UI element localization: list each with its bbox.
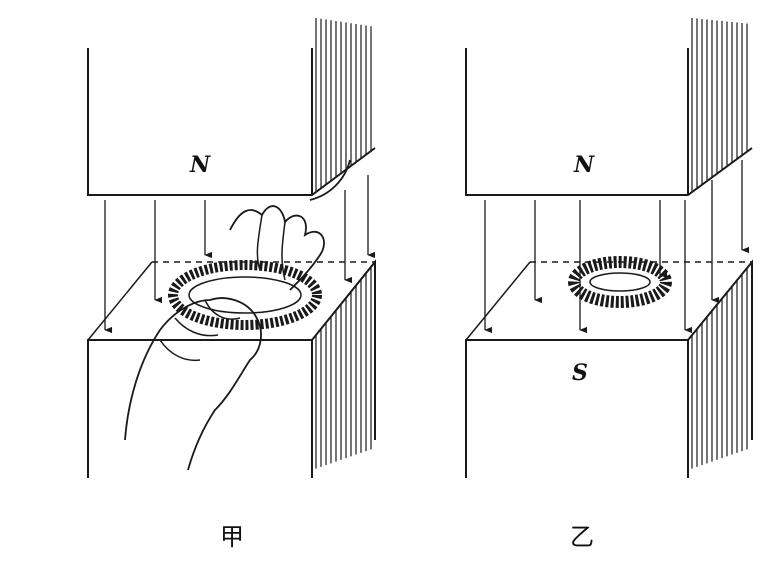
field-lines-jia (104, 175, 376, 334)
figure-jia: N 甲 (87, 18, 376, 551)
hatch-bottom-right-yi (691, 266, 748, 469)
magnet-north-pole-yi (465, 18, 753, 196)
caption-jia: 甲 (220, 523, 244, 551)
figure-yi: N S 乙 (465, 18, 753, 551)
hatch-top-right-jia (315, 18, 372, 193)
field-lines-yi (484, 160, 750, 334)
hatch-bottom-right-jia (315, 266, 372, 469)
bottom-pole-label-yi: S (572, 360, 588, 386)
magnet-south-pole-jia (87, 259, 376, 478)
caption-yi: 乙 (570, 523, 594, 551)
top-pole-label-jia: N (189, 152, 211, 178)
toroidal-coil-jia (168, 260, 322, 330)
magnet-south-pole-yi (465, 259, 753, 478)
hand-right-jia (229, 159, 351, 291)
top-pole-label-yi: N (573, 152, 595, 178)
hand-left-jia (124, 297, 262, 471)
magnet-north-pole-jia (87, 18, 376, 196)
hatch-top-right-yi (691, 18, 748, 193)
toroidal-coil-yi (568, 256, 672, 308)
